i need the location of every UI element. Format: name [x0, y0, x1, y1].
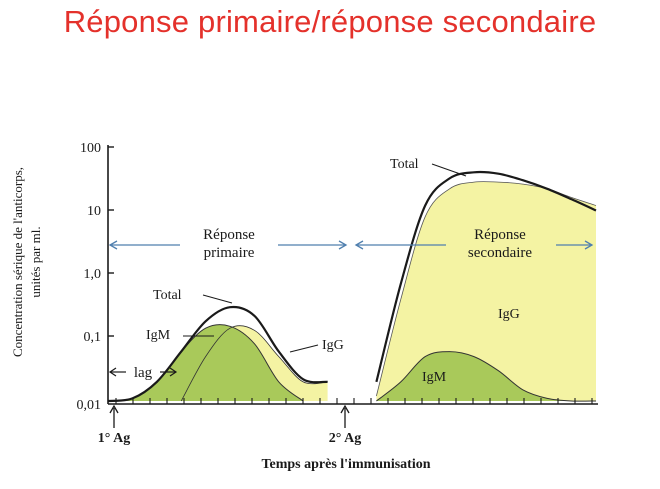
y-tick-marks	[108, 146, 114, 337]
antigen-2-marker	[340, 404, 350, 428]
secondary-phase-arrow	[354, 240, 594, 250]
lag-arrow	[108, 367, 178, 377]
annotation-total-secondary: Total	[390, 157, 419, 172]
igm-secondary-area	[376, 351, 596, 402]
antigen-2-label: 2° Ag	[329, 431, 361, 446]
igg-secondary-area	[376, 181, 596, 401]
primary-phase-label: primaire	[204, 245, 255, 261]
igm-secondary-line	[376, 351, 597, 402]
igg-primary-line	[180, 325, 328, 402]
x-tick-marks	[115, 398, 593, 404]
lag-label: lag	[134, 365, 153, 381]
annotation-igg-primary: IgG	[322, 338, 344, 353]
secondary-phase-label: secondaire	[468, 245, 532, 261]
annotation-igm-secondary: IgM	[422, 370, 447, 385]
total-secondary-line	[375, 170, 597, 383]
primary-phase-arrow	[108, 240, 348, 250]
antigen-1-label: 1° Ag	[98, 431, 130, 446]
x-axis-label: Temps après l'immunisation	[261, 457, 430, 472]
annotation-igm-primary: IgM	[146, 328, 171, 343]
y-tick-label: 0,1	[84, 330, 102, 345]
slide-title: Réponse primaire/réponse secondaire	[63, 4, 597, 39]
primary-phase-label: Réponse	[203, 227, 255, 243]
y-tick-label: 10	[87, 204, 101, 219]
annotation-leader-lines	[183, 163, 467, 353]
y-tick-label: 100	[80, 141, 101, 156]
secondary-phase-label: Réponse	[474, 227, 526, 243]
antigen-1-marker	[109, 404, 119, 428]
annotation-total-primary: Total	[153, 288, 182, 303]
annotation-igg-secondary: IgG	[498, 307, 520, 322]
y-tick-label: 1,0	[84, 267, 102, 282]
y-tick-label: 0,01	[77, 398, 102, 413]
total-primary-line	[107, 305, 328, 403]
y-axis-label-line-2: unités par ml.	[28, 226, 43, 297]
y-axis-label-line-1: Concentration sérique de l'anticorps,	[10, 167, 25, 357]
